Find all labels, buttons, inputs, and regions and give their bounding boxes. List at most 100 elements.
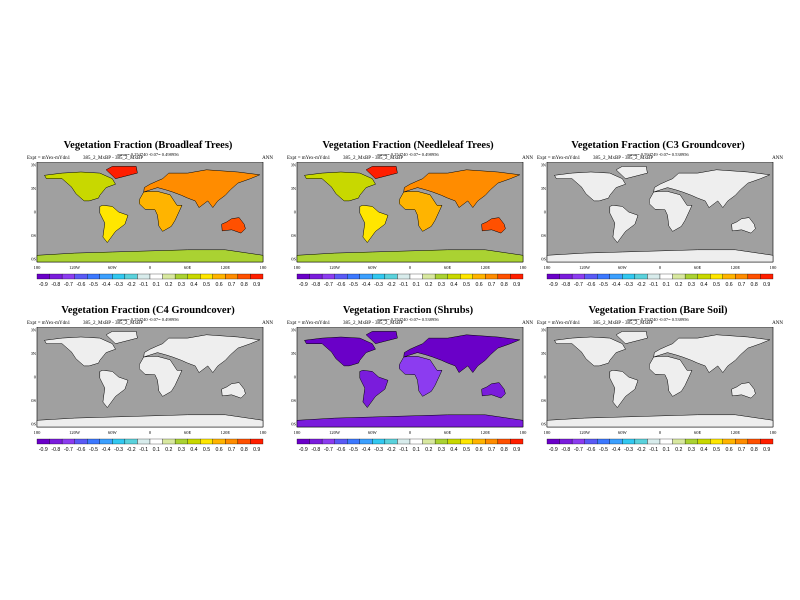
colorbar-swatch — [347, 438, 360, 445]
colorbar-swatch — [460, 438, 473, 445]
y-tick-label: 60N — [31, 328, 37, 333]
colorbar-swatch — [36, 273, 50, 280]
x-tick-label: 180 — [544, 430, 552, 435]
colorbar-swatch — [684, 438, 698, 445]
land-region — [99, 370, 129, 409]
panel-expt-detail: 385_2_MxBP - 385_2_MxBP — [343, 156, 404, 161]
panel-stats: mean= 0.254740 -0.07= 0.498956 — [117, 152, 179, 157]
colorbar-swatch — [372, 438, 386, 445]
y-tick-label: 0 — [544, 375, 547, 380]
colorbar-label: -0.4 — [362, 447, 371, 453]
colorbar-swatch — [760, 273, 774, 280]
colorbar-swatch — [546, 438, 560, 445]
y-tick-label: 40N — [541, 351, 547, 356]
colorbar-swatch — [296, 438, 310, 445]
colorbar-swatch — [112, 438, 126, 445]
land-region — [139, 191, 183, 232]
colorbar-label: -0.1 — [399, 447, 408, 453]
colorbar-label: -0.7 — [64, 282, 73, 288]
colorbar-label: 0.2 — [425, 282, 432, 288]
colorbar-swatch — [296, 273, 310, 280]
colorbar-label: 0.2 — [165, 282, 172, 288]
colorbar-label: -0.2 — [637, 282, 646, 288]
colorbar-swatch — [397, 438, 411, 445]
colorbar-label: 0.8 — [751, 447, 758, 453]
colorbar-label: -0.8 — [561, 447, 570, 453]
colorbar-label: 0.6 — [215, 447, 222, 453]
colorbar-swatch — [162, 438, 176, 445]
colorbar-label: 0.1 — [413, 282, 420, 288]
panel-expt: Expt = mYex-mYdn1 — [287, 156, 331, 161]
colorbar-swatch — [187, 438, 201, 445]
colorbar-swatch — [747, 438, 761, 445]
panel-expt: Expt = mYex-mYdn1 — [537, 156, 581, 161]
y-tick-label: 40S — [541, 398, 546, 403]
colorbar-swatch — [162, 273, 176, 280]
colorbar: -0.9 -0.8 -0.7 -0.6 -0.5 -0.4 -0.3 -0.2 -0.1 0.1 0… — [546, 273, 774, 288]
y-tick-label: 80S — [291, 422, 296, 427]
colorbar-label: 0.7 — [488, 282, 495, 288]
land-region — [653, 169, 771, 209]
land-region — [609, 370, 639, 409]
colorbar-swatch — [149, 273, 163, 280]
panel-title: Vegetation Fraction (Shrubs) — [342, 305, 474, 316]
y-tick-label: 40N — [291, 186, 297, 191]
land-region — [365, 166, 398, 179]
colorbar-swatch — [609, 273, 623, 280]
colorbar-swatch — [559, 438, 573, 445]
colorbar-swatch — [497, 273, 511, 280]
colorbar: -0.9 -0.8 -0.7 -0.6 -0.5 -0.4 -0.3 -0.2 -0.1 0.1 0… — [296, 438, 524, 453]
colorbar-swatch — [622, 438, 636, 445]
y-tick-label: 40S — [541, 233, 546, 238]
y-tick-label: 0 — [294, 375, 297, 380]
x-tick-label: 0 — [409, 430, 412, 435]
x-tick-label: 180 — [520, 430, 527, 435]
land-region — [99, 205, 129, 244]
colorbar-swatch — [697, 273, 711, 280]
x-tick-label: 180 — [34, 430, 42, 435]
colorbar-label: -0.7 — [574, 447, 583, 453]
colorbar-swatch — [622, 273, 636, 280]
colorbar-label: -0.7 — [64, 447, 73, 453]
colorbar-label: -0.7 — [324, 282, 333, 288]
colorbar-swatch — [472, 273, 486, 280]
panel-expt: Expt = mYex-mYdn1 — [537, 321, 581, 326]
colorbar-swatch — [710, 273, 723, 280]
land-region — [143, 169, 261, 209]
colorbar-swatch — [584, 273, 598, 280]
land-region — [359, 370, 389, 409]
colorbar-label: -0.6 — [76, 282, 85, 288]
colorbar-swatch — [634, 438, 648, 445]
x-tick-label: 120E — [221, 430, 231, 435]
land-region — [546, 249, 774, 263]
colorbar-swatch — [409, 273, 423, 280]
land-region — [731, 217, 756, 234]
x-tick-label: 120E — [221, 265, 231, 270]
y-tick-label: 40S — [291, 398, 296, 403]
panel-expt-detail: 385_2_MxBP - 385_2_MxBP — [343, 321, 404, 326]
colorbar-label: 0.5 — [713, 282, 720, 288]
y-tick-label: 80S — [31, 422, 36, 427]
land-region — [44, 336, 116, 367]
colorbar-label: 0.3 — [178, 447, 185, 453]
colorbar-label: -0.2 — [637, 447, 646, 453]
panel-season: ANN — [772, 156, 783, 161]
colorbar: -0.9 -0.8 -0.7 -0.6 -0.5 -0.4 -0.3 -0.2 -0.1 0.1 0… — [296, 273, 524, 288]
panel-expt-detail: 385_2_MxBP - 385_2_MxBP — [593, 156, 654, 161]
panel-stats: mean= 0.254740 -0.07= 0.498956 — [117, 317, 179, 322]
panel-title: Vegetation Fraction (Broadleaf Trees) — [63, 140, 233, 151]
colorbar-swatch — [384, 438, 398, 445]
colorbar-swatch — [200, 273, 213, 280]
colorbar-swatch — [697, 438, 711, 445]
panel-title: Vegetation Fraction (Needleleaf Trees) — [322, 140, 494, 151]
y-tick-label: 40N — [31, 351, 37, 356]
colorbar-label: 0.9 — [253, 447, 260, 453]
colorbar-swatch — [609, 438, 623, 445]
colorbar-label: 0.4 — [190, 282, 197, 288]
colorbar-label: -0.2 — [387, 282, 396, 288]
y-tick-label: 40N — [541, 186, 547, 191]
colorbar-label: 0.5 — [463, 447, 470, 453]
colorbar: -0.9 -0.8 -0.7 -0.6 -0.5 -0.4 -0.3 -0.2 -0.1 0.1 0… — [36, 273, 264, 288]
colorbar-swatch — [634, 273, 648, 280]
colorbar-swatch — [212, 273, 226, 280]
